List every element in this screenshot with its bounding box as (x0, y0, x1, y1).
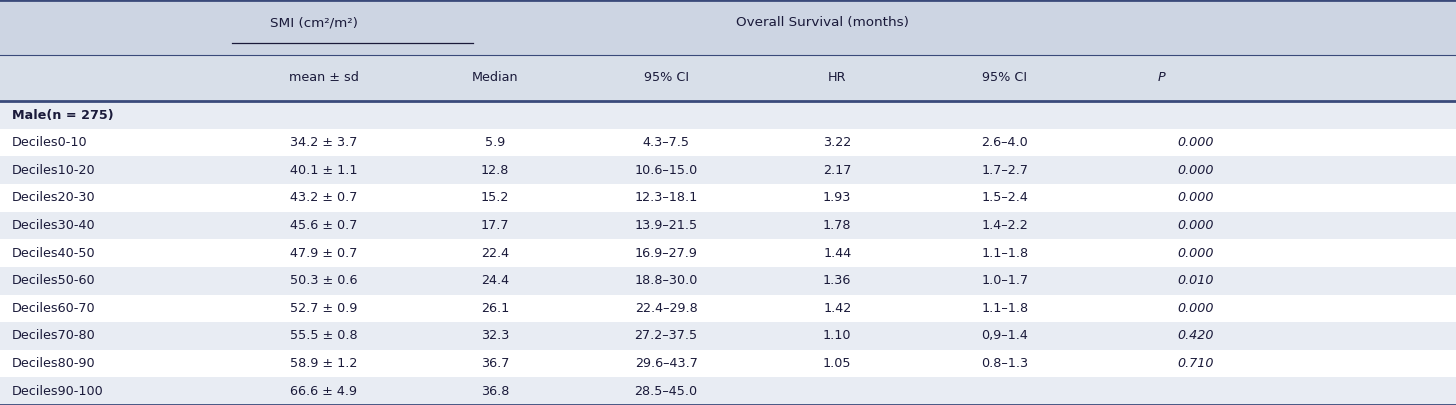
Text: 5.9: 5.9 (485, 136, 505, 149)
Bar (0, 55, 1456, 101)
Text: 1.93: 1.93 (823, 192, 852, 205)
Text: 1.7–2.7: 1.7–2.7 (981, 164, 1028, 177)
Text: 24.4: 24.4 (480, 274, 510, 287)
Text: 0.8–1.3: 0.8–1.3 (981, 357, 1028, 370)
Text: 29.6–43.7: 29.6–43.7 (635, 357, 697, 370)
Text: 3.22: 3.22 (823, 136, 852, 149)
Text: Deciles30-40: Deciles30-40 (12, 219, 95, 232)
Text: 27.2–37.5: 27.2–37.5 (635, 329, 697, 343)
Text: Deciles40-50: Deciles40-50 (12, 247, 95, 260)
Text: 43.2 ± 0.7: 43.2 ± 0.7 (290, 192, 358, 205)
Text: Deciles70-80: Deciles70-80 (12, 329, 96, 343)
Text: 0.000: 0.000 (1178, 136, 1214, 149)
Text: Deciles10-20: Deciles10-20 (12, 164, 95, 177)
Text: 28.5–45.0: 28.5–45.0 (635, 385, 697, 398)
Text: 0.000: 0.000 (1178, 164, 1214, 177)
Text: 1.36: 1.36 (823, 274, 852, 287)
Text: 40.1 ± 1.1: 40.1 ± 1.1 (290, 164, 358, 177)
Bar (0, 322, 1456, 350)
Text: 36.8: 36.8 (480, 385, 510, 398)
Bar (0, 0, 1456, 55)
Text: HR: HR (828, 71, 846, 85)
Text: P: P (1158, 71, 1165, 85)
Text: Median: Median (472, 71, 518, 85)
Bar (0, 377, 1456, 405)
Text: 0.420: 0.420 (1178, 329, 1214, 343)
Text: SMI (cm²/m²): SMI (cm²/m²) (271, 17, 358, 30)
Text: 0,9–1.4: 0,9–1.4 (981, 329, 1028, 343)
Text: 66.6 ± 4.9: 66.6 ± 4.9 (290, 385, 358, 398)
Text: 50.3 ± 0.6: 50.3 ± 0.6 (290, 274, 358, 287)
Text: 13.9–21.5: 13.9–21.5 (635, 219, 697, 232)
Text: 1.10: 1.10 (823, 329, 852, 343)
Text: 1.44: 1.44 (823, 247, 852, 260)
Text: 36.7: 36.7 (480, 357, 510, 370)
Bar (0, 212, 1456, 239)
Text: mean ± sd: mean ± sd (290, 71, 358, 85)
Text: 2.17: 2.17 (823, 164, 852, 177)
Bar (0, 184, 1456, 212)
Text: 55.5 ± 0.8: 55.5 ± 0.8 (290, 329, 358, 343)
Text: 12.3–18.1: 12.3–18.1 (635, 192, 697, 205)
Bar (0, 267, 1456, 294)
Text: 22.4: 22.4 (480, 247, 510, 260)
Text: 1.1–1.8: 1.1–1.8 (981, 302, 1028, 315)
Text: 1.1–1.8: 1.1–1.8 (981, 247, 1028, 260)
Text: 95% CI: 95% CI (644, 71, 689, 85)
Bar (0, 101, 1456, 129)
Bar (0, 350, 1456, 377)
Bar (0, 129, 1456, 156)
Text: 0.010: 0.010 (1178, 274, 1214, 287)
Text: Deciles80-90: Deciles80-90 (12, 357, 95, 370)
Text: 16.9–27.9: 16.9–27.9 (635, 247, 697, 260)
Text: 47.9 ± 0.7: 47.9 ± 0.7 (290, 247, 358, 260)
Text: Deciles0-10: Deciles0-10 (12, 136, 87, 149)
Text: Male(n = 275): Male(n = 275) (12, 109, 114, 122)
Text: 0.000: 0.000 (1178, 302, 1214, 315)
Text: Deciles50-60: Deciles50-60 (12, 274, 95, 287)
Text: 32.3: 32.3 (480, 329, 510, 343)
Bar (0, 156, 1456, 184)
Text: 18.8–30.0: 18.8–30.0 (635, 274, 697, 287)
Text: 45.6 ± 0.7: 45.6 ± 0.7 (290, 219, 358, 232)
Text: Deciles60-70: Deciles60-70 (12, 302, 95, 315)
Text: 1.05: 1.05 (823, 357, 852, 370)
Text: 1.78: 1.78 (823, 219, 852, 232)
Bar (0, 239, 1456, 267)
Text: 0.710: 0.710 (1178, 357, 1214, 370)
Text: 34.2 ± 3.7: 34.2 ± 3.7 (290, 136, 358, 149)
Text: 58.9 ± 1.2: 58.9 ± 1.2 (290, 357, 358, 370)
Text: 12.8: 12.8 (480, 164, 510, 177)
Text: 1.42: 1.42 (823, 302, 852, 315)
Text: 22.4–29.8: 22.4–29.8 (635, 302, 697, 315)
Text: 17.7: 17.7 (480, 219, 510, 232)
Bar (0, 294, 1456, 322)
Text: 95% CI: 95% CI (983, 71, 1026, 85)
Text: 52.7 ± 0.9: 52.7 ± 0.9 (290, 302, 358, 315)
Text: 4.3–7.5: 4.3–7.5 (642, 136, 690, 149)
Text: 0.000: 0.000 (1178, 192, 1214, 205)
Text: Deciles90-100: Deciles90-100 (12, 385, 103, 398)
Text: 15.2: 15.2 (480, 192, 510, 205)
Text: 0.000: 0.000 (1178, 247, 1214, 260)
Text: 26.1: 26.1 (480, 302, 510, 315)
Text: 1.4–2.2: 1.4–2.2 (981, 219, 1028, 232)
Text: Overall Survival (months): Overall Survival (months) (737, 17, 909, 30)
Text: 1.0–1.7: 1.0–1.7 (981, 274, 1028, 287)
Text: 10.6–15.0: 10.6–15.0 (635, 164, 697, 177)
Text: 1.5–2.4: 1.5–2.4 (981, 192, 1028, 205)
Text: Deciles20-30: Deciles20-30 (12, 192, 95, 205)
Text: 0.000: 0.000 (1178, 219, 1214, 232)
Text: 2.6–4.0: 2.6–4.0 (981, 136, 1028, 149)
